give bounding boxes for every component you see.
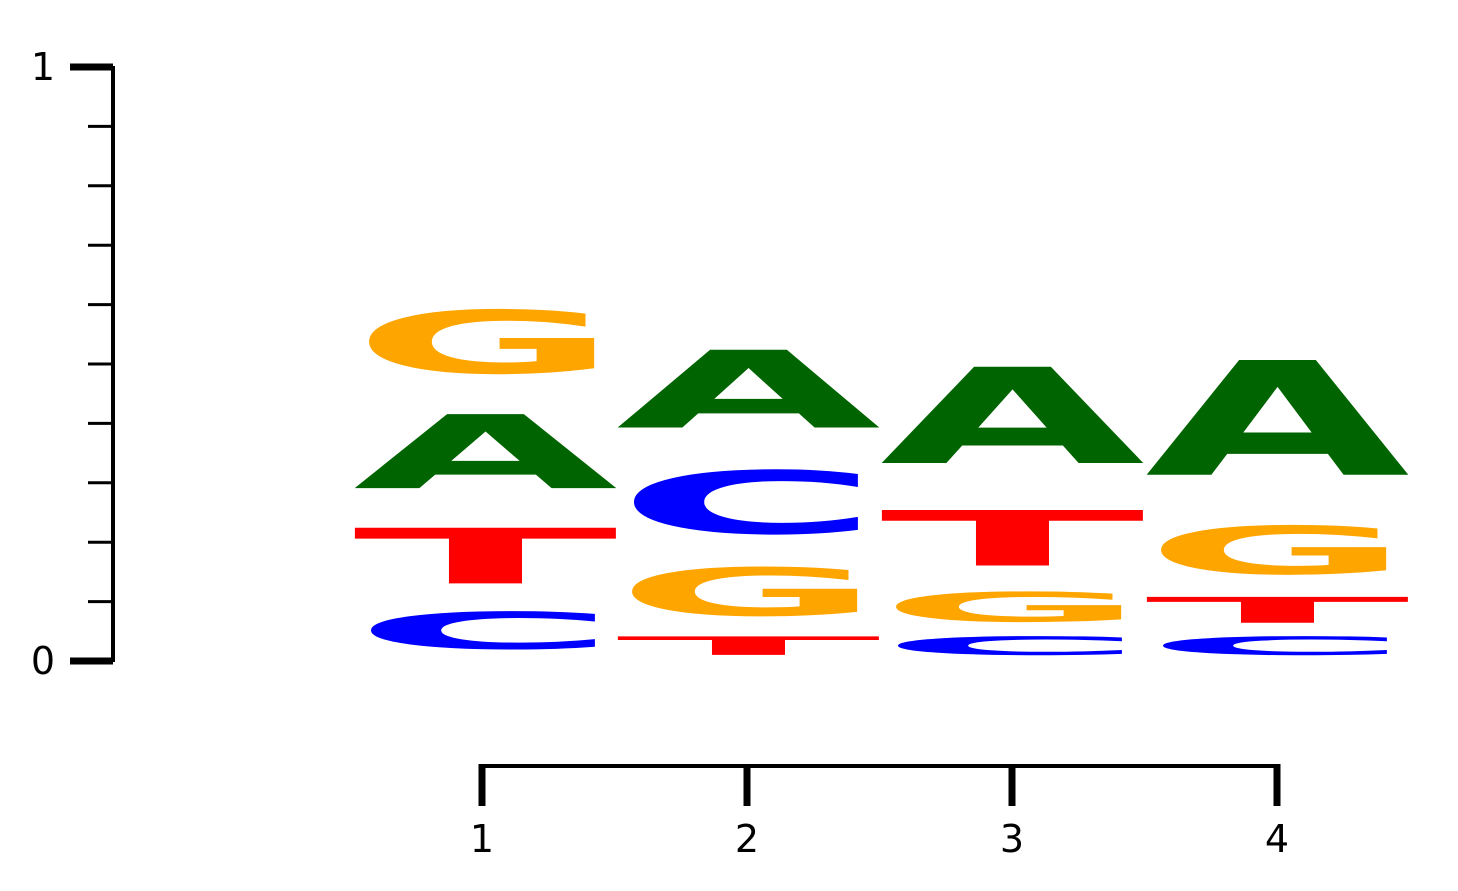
logo-letter-A-pos2: A — [616, 329, 881, 453]
x-tick-label-4: 4 — [1265, 817, 1289, 861]
y-tick-label-max: 1 — [31, 45, 55, 89]
logo-letter-C-pos1: C — [353, 602, 618, 661]
x-axis-ticks — [478, 764, 1281, 806]
logo-letter-G-pos3: G — [880, 584, 1145, 631]
y-tick-label-min: 0 — [31, 639, 55, 683]
logo-letter-T-pos4: T — [1145, 590, 1412, 631]
logo-letter-T-pos3: T — [880, 495, 1147, 584]
logo-letter-T-pos1: T — [353, 513, 620, 602]
logo-letter-A-pos3: A — [880, 341, 1147, 495]
logo-letter-T-pos2: T — [616, 631, 883, 661]
logo-letter-C-pos4: C — [1145, 631, 1410, 661]
logo-letter-A-pos4: A — [1145, 329, 1412, 512]
x-tick-label-1: 1 — [470, 817, 494, 861]
x-axis: 1 2 3 4 — [470, 764, 1289, 861]
y-axis: 0 1 — [31, 45, 115, 683]
logo-letter-A-pos1: A — [353, 394, 618, 512]
y-axis-ticks — [70, 63, 113, 665]
x-tick-label-2: 2 — [735, 817, 759, 861]
logo-letter-G-pos4: G — [1145, 513, 1410, 590]
logo-letter-G-pos2: G — [616, 554, 881, 631]
logo-letter-C-pos3: C — [880, 631, 1145, 661]
x-tick-label-3: 3 — [1000, 817, 1024, 861]
logo-letter-G-pos1: G — [353, 293, 618, 393]
logo-letter-C-pos2: C — [616, 453, 881, 554]
